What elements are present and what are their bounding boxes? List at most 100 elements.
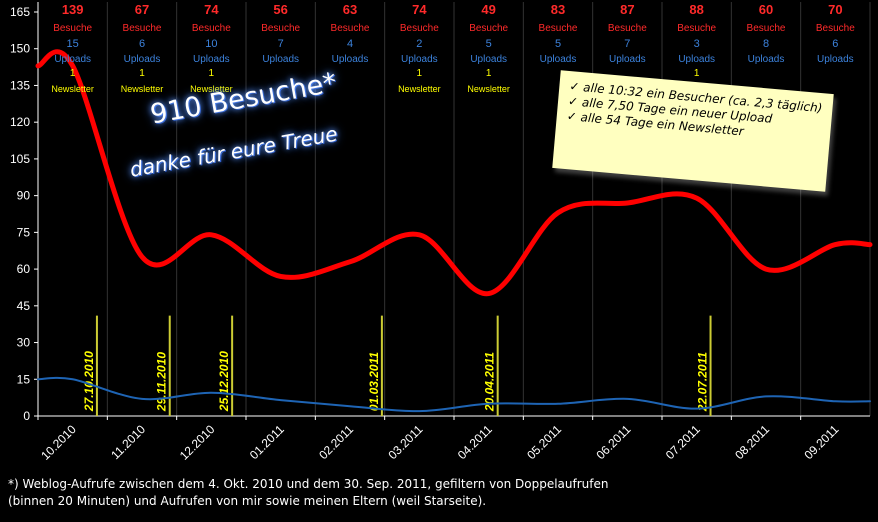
- header-besuche-label: Besuche: [747, 23, 786, 34]
- newsletter-markers: 27.10.2010 29.11.2010 25.12.2010 01.03.2011…: [82, 315, 712, 416]
- header-newsletter-label: Newsletter: [190, 84, 233, 94]
- header-uploads-label: Uploads: [817, 54, 854, 65]
- header-newsletter-count: 1: [486, 68, 492, 79]
- header-newsletter-count: 1: [70, 68, 76, 79]
- header-uploads-label: Uploads: [124, 54, 161, 65]
- y-axis: 0 15 30 45 60 75 90 105 120 135 150 165: [10, 2, 39, 423]
- header-besuche-label: Besuche: [469, 23, 508, 34]
- header-uploads-label: Uploads: [748, 54, 785, 65]
- newsletter-marker-date: 27.10.2010: [82, 351, 96, 412]
- footnote: *) Weblog-Aufrufe zwischen dem 4. Okt. 2…: [8, 476, 868, 510]
- x-tick-label: 05.2011: [524, 422, 564, 462]
- header-newsletter-label: Newsletter: [467, 84, 510, 94]
- y-tick-label: 15: [17, 372, 31, 386]
- header-besuche-count: 74: [412, 2, 427, 17]
- x-tick-label: 06.2011: [594, 422, 634, 462]
- header-besuche-count: 70: [828, 2, 842, 17]
- header-uploads-count: 10: [205, 38, 217, 50]
- header-uploads-count: 3: [694, 38, 700, 50]
- y-tick-label: 105: [10, 152, 30, 166]
- header-besuche-count: 87: [620, 2, 634, 17]
- header-newsletter-label: Newsletter: [121, 84, 164, 94]
- header-besuche-count: 60: [759, 2, 773, 17]
- header-besuche-label: Besuche: [400, 23, 439, 34]
- header-besuche-label: Besuche: [261, 23, 300, 34]
- newsletter-marker-date: 20.04.2011: [483, 352, 497, 412]
- header-uploads-count: 15: [67, 38, 79, 50]
- newsletter-marker-date: 25.12.2010: [217, 351, 231, 412]
- uploads-line: [37, 376, 871, 413]
- header-besuche-label: Besuche: [53, 23, 92, 34]
- header-newsletter-label: Newsletter: [51, 84, 94, 94]
- header-besuche-count: 74: [204, 2, 219, 17]
- header-uploads-label: Uploads: [540, 54, 577, 65]
- header-uploads-count: 7: [624, 38, 630, 50]
- x-tick-label: 02.2011: [316, 422, 356, 462]
- x-tick-label: 07.2011: [663, 422, 703, 462]
- x-tick-label: 04.2011: [455, 422, 495, 462]
- y-tick-label: 60: [17, 262, 31, 276]
- header-besuche-label: Besuche: [331, 23, 370, 34]
- footnote-line-1: *) Weblog-Aufrufe zwischen dem 4. Okt. 2…: [8, 477, 609, 491]
- header-uploads-count: 6: [832, 38, 838, 50]
- header-uploads-count: 4: [347, 38, 353, 50]
- header-newsletter-count: 1: [209, 68, 215, 79]
- header-besuche-count: 49: [481, 2, 495, 17]
- header-besuche-count: 67: [135, 2, 149, 17]
- header-besuche-count: 56: [273, 2, 287, 17]
- header-besuche-label: Besuche: [123, 23, 162, 34]
- y-tick-label: 165: [10, 5, 30, 19]
- y-tick-label: 45: [17, 299, 31, 313]
- series-lines: [35, 49, 873, 413]
- header-newsletter-count: 1: [417, 68, 423, 79]
- y-tick-label: 135: [10, 78, 30, 92]
- newsletter-marker-date: 01.03.2011: [367, 352, 381, 411]
- header-uploads-count: 2: [416, 38, 422, 50]
- header-uploads-count: 6: [139, 38, 145, 50]
- y-tick-label: 90: [17, 189, 31, 203]
- header-besuche-label: Besuche: [608, 23, 647, 34]
- header-uploads-label: Uploads: [401, 54, 438, 65]
- header-uploads-count: 8: [763, 38, 769, 50]
- header-uploads-count: 5: [486, 38, 492, 50]
- header-besuche-count: 139: [62, 2, 84, 17]
- header-uploads-count: 7: [278, 38, 284, 50]
- header-besuche-label: Besuche: [816, 23, 855, 34]
- header-uploads-count: 5: [555, 38, 561, 50]
- y-tick-label: 150: [10, 42, 30, 56]
- header-besuche-label: Besuche: [539, 23, 578, 34]
- newsletter-marker-date: 29.11.2010: [155, 352, 169, 412]
- y-tick-label: 0: [23, 409, 30, 423]
- y-tick-label: 120: [10, 115, 30, 129]
- header-uploads-label: Uploads: [262, 54, 299, 65]
- grid: [37, 2, 871, 416]
- y-tick-label: 30: [17, 336, 31, 350]
- header-newsletter-label: Newsletter: [398, 84, 441, 94]
- header-besuche-count: 63: [343, 2, 357, 17]
- header-newsletter-count: 1: [139, 68, 145, 79]
- header-besuche-count: 83: [551, 2, 565, 17]
- header-besuche-label: Besuche: [192, 23, 231, 34]
- header-uploads-label: Uploads: [193, 54, 230, 65]
- x-tick-label: 09.2011: [802, 422, 842, 462]
- header-uploads-label: Uploads: [54, 54, 91, 65]
- header-newsletter-count: 1: [694, 68, 700, 79]
- header-uploads-label: Uploads: [332, 54, 369, 65]
- x-tick-label: 10.2010: [38, 422, 79, 463]
- x-tick-label: 11.2010: [108, 422, 148, 462]
- monthly-header: 139Besuche15Uploads1Newsletter67Besuche6…: [51, 2, 855, 94]
- newsletter-marker-date: 22.07.2011: [696, 352, 710, 412]
- x-tick-label: 12.2010: [177, 422, 218, 463]
- x-tick-label: 08.2011: [732, 422, 772, 462]
- header-besuche-label: Besuche: [677, 23, 716, 34]
- x-axis: 10.2010 11.2010 12.2010 01.2011 02.2011 03.20…: [37, 415, 870, 463]
- y-tick-label: 75: [17, 225, 31, 239]
- x-tick-label: 03.2011: [386, 422, 426, 462]
- footnote-line-2: (binnen 20 Minuten) und Aufrufen von mir…: [8, 494, 487, 508]
- besuche-line: [35, 49, 873, 297]
- header-uploads-label: Uploads: [609, 54, 646, 65]
- header-besuche-count: 88: [689, 2, 703, 17]
- header-uploads-label: Uploads: [678, 54, 715, 65]
- header-uploads-label: Uploads: [470, 54, 507, 65]
